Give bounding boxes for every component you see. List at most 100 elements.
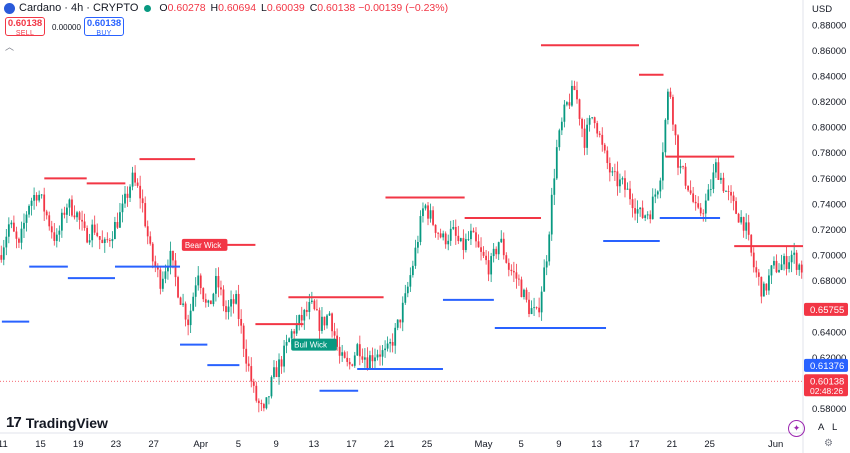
candle [525, 287, 528, 303]
candle-body [260, 403, 263, 405]
candle-body [161, 278, 164, 289]
candle [651, 188, 654, 220]
candle [295, 315, 298, 337]
time-tick-label: 5 [236, 439, 241, 450]
candle-body [667, 91, 669, 120]
candle-body [449, 228, 452, 241]
settings-gear-icon[interactable]: ⚙ [824, 438, 833, 449]
candle [30, 197, 33, 216]
candle [235, 290, 238, 305]
candle-body [525, 289, 528, 300]
candle [674, 124, 677, 145]
candle-body [432, 210, 434, 225]
candle [399, 319, 402, 329]
candle [492, 243, 495, 263]
candle-body [636, 209, 639, 214]
candle-body [199, 275, 202, 289]
candle [381, 345, 384, 366]
candle-body [487, 260, 490, 275]
buy-button[interactable]: 0.60138 BUY [84, 17, 124, 37]
candle [760, 276, 763, 304]
candle-body [762, 283, 765, 297]
candle-body [33, 194, 35, 201]
sell-button[interactable]: 0.60138 SELL [5, 17, 45, 37]
candle-body [694, 201, 697, 204]
candle-body [103, 239, 106, 243]
sparkle-button-icon[interactable]: ✦ [788, 420, 805, 437]
candle-body [707, 189, 710, 201]
candle [702, 209, 705, 222]
collapse-chevron-icon[interactable]: ︿ [5, 42, 15, 52]
annotation-badge [291, 338, 337, 351]
log-scale-button[interactable]: L [832, 422, 838, 433]
candle [275, 360, 278, 378]
candle [611, 167, 614, 177]
candle-body [523, 289, 525, 298]
symbol-title[interactable]: Cardano · 4h · CRYPTO [19, 2, 139, 14]
candle [798, 263, 801, 276]
candle [35, 192, 38, 207]
candle-body [0, 255, 3, 260]
candle-body [53, 232, 56, 241]
candle [285, 334, 288, 354]
candle [518, 274, 520, 286]
candle [25, 211, 28, 232]
candle [323, 316, 326, 331]
candle-body [146, 226, 149, 237]
candle-body [235, 293, 238, 304]
candle [694, 194, 697, 211]
candle-body [358, 344, 361, 357]
candle-body [401, 302, 404, 323]
candle [108, 237, 111, 247]
candle-body [131, 172, 134, 187]
candle-body [154, 261, 157, 267]
candle [505, 252, 508, 264]
candle [326, 314, 328, 329]
candle [649, 210, 652, 224]
price-tick-label: 0.58000 [812, 404, 846, 415]
currency-label[interactable]: USD [812, 4, 833, 15]
candle-body [20, 228, 23, 243]
candle [121, 194, 124, 223]
candle [60, 208, 63, 238]
candle-body [295, 323, 298, 334]
candle-body [386, 343, 389, 349]
candle [644, 214, 647, 222]
candle [558, 128, 561, 151]
candle-body [775, 260, 778, 273]
candle-body [384, 348, 386, 351]
candle [586, 117, 588, 155]
candle-body [699, 207, 702, 214]
candle [419, 210, 422, 246]
candle-body [222, 289, 225, 307]
annotation-text: Bear Wick [185, 241, 222, 250]
candle [197, 266, 200, 291]
candle [38, 190, 41, 203]
candle-body [651, 196, 654, 220]
time-tick-label: 9 [556, 439, 561, 450]
candle-body [25, 214, 28, 223]
candle-body [447, 240, 450, 245]
candle [270, 375, 273, 399]
candle [260, 399, 263, 412]
auto-scale-button[interactable]: A [818, 422, 825, 433]
candle [687, 185, 690, 192]
time-tick-label: 17 [629, 439, 640, 450]
candle [222, 285, 225, 312]
candle-body [399, 319, 402, 323]
candle-body [598, 133, 601, 135]
candle-body [459, 238, 462, 242]
candle-body [490, 256, 493, 275]
time-tick-label: 13 [309, 439, 320, 450]
candle-body [88, 240, 91, 243]
candle-body [656, 191, 659, 195]
candle [601, 127, 604, 152]
candle [762, 281, 765, 297]
candle-body [83, 221, 86, 228]
candle [83, 213, 86, 231]
candle-body [366, 357, 369, 369]
candle [268, 396, 270, 405]
candle [167, 259, 169, 280]
candle [512, 261, 515, 283]
